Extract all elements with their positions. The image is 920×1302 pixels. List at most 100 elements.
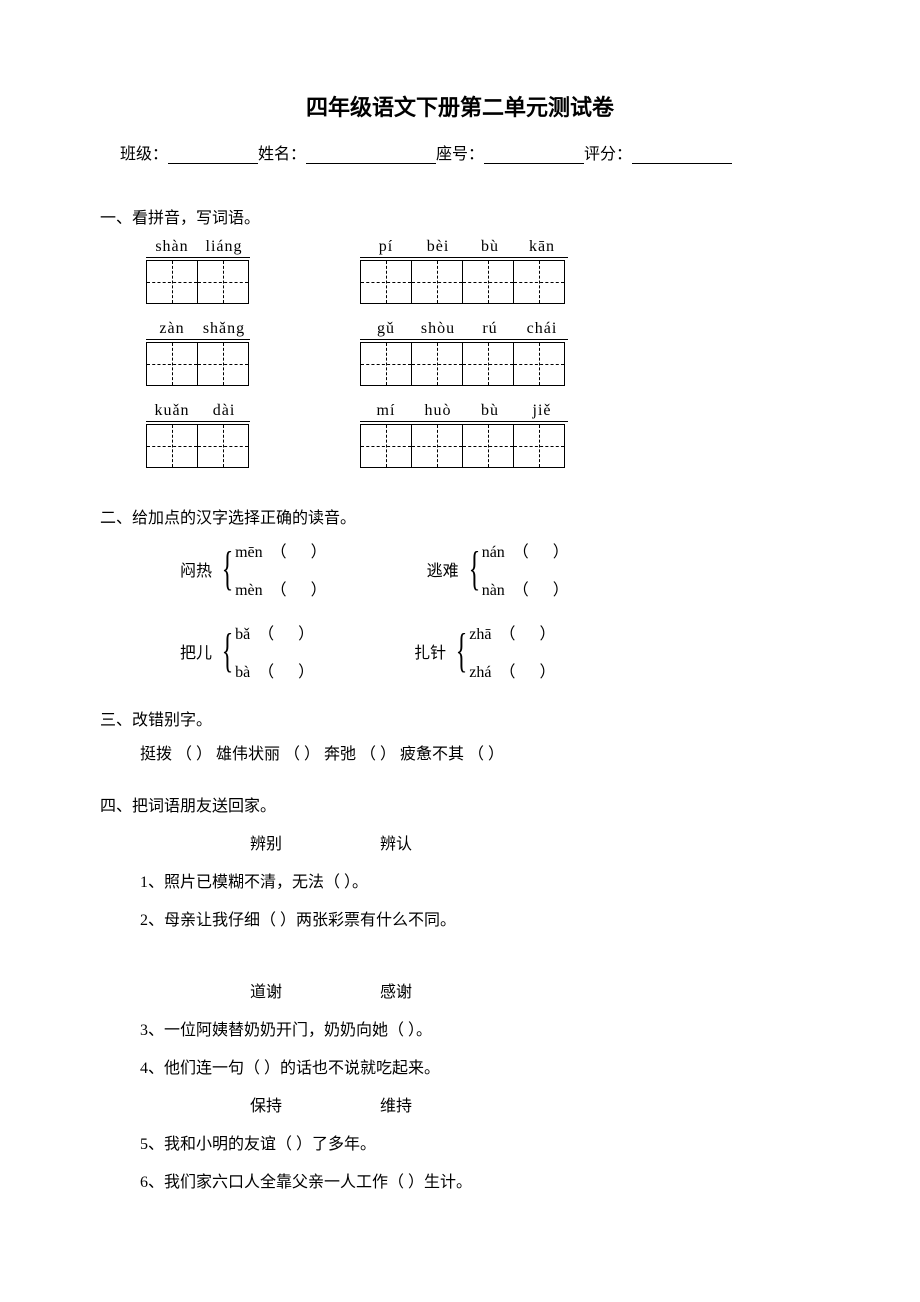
- tianzige-cell[interactable]: [411, 424, 463, 468]
- brace-icon: {: [468, 545, 480, 593]
- tianzige-cell[interactable]: [411, 342, 463, 386]
- pinyin-row: zànshǎng gǔshòurúchái: [100, 320, 820, 386]
- pinyin-label: gǔ: [360, 320, 412, 340]
- pinyin-group: píbèibùkān: [360, 238, 568, 304]
- pinyin-label: huò: [412, 402, 464, 422]
- s4-line-3: 4、他们连一句（ ）的话也不说就吃起来。: [100, 1054, 820, 1078]
- info-class: 班级：: [120, 140, 258, 164]
- blank-name[interactable]: [306, 145, 436, 164]
- brace-word: 闷热: [180, 557, 212, 581]
- tianzige-cell[interactable]: [197, 260, 249, 304]
- brace-word: 逃难: [427, 557, 459, 581]
- pinyin-group: kuǎndài: [146, 402, 250, 468]
- tianzige-cell[interactable]: [197, 342, 249, 386]
- brace-icon: {: [456, 627, 468, 675]
- pinyin-group: gǔshòurúchái: [360, 320, 568, 386]
- brace-group: 闷热{mēn （ ）mèn （ ）: [180, 538, 327, 600]
- section-3-line: 挺拨 （ ） 雄伟状丽 （ ） 奔弛 （ ） 疲惫不其 （ ）: [100, 740, 820, 764]
- tianzige-row: [146, 342, 250, 386]
- tianzige-row: [146, 260, 250, 304]
- info-seat: 座号：: [436, 140, 584, 164]
- pinyin-label: pí: [360, 238, 412, 258]
- pinyin-group: zànshǎng: [146, 320, 250, 386]
- brace-option: bǎ （ ）: [235, 620, 314, 644]
- s4-pair-2-a: 保持: [250, 1092, 282, 1116]
- info-score-label: 评分：: [584, 140, 632, 164]
- brace-group: 逃难 {nán （ ） nàn （ ）: [427, 538, 569, 600]
- pinyin-row: shànliáng píbèibùkān: [100, 238, 820, 304]
- tianzige-cell[interactable]: [462, 260, 514, 304]
- pinyin-group: shànliáng: [146, 238, 250, 304]
- tianzige-row: [360, 260, 568, 304]
- tianzige-cell[interactable]: [146, 342, 198, 386]
- pinyin-label: mí: [360, 402, 412, 422]
- pinyin-labels: kuǎndài: [146, 402, 250, 422]
- s4-pair-0-b: 辨认: [380, 830, 412, 854]
- page-title: 四年级语文下册第二单元测试卷: [100, 90, 820, 122]
- tianzige-cell[interactable]: [513, 260, 565, 304]
- tianzige-cell[interactable]: [146, 424, 198, 468]
- s4-line-0: 1、照片已模糊不清，无法（ ）。: [100, 868, 820, 892]
- brace-row: 闷热{mēn （ ）mèn （ ）逃难{nán （ ）nàn （ ）: [100, 538, 820, 600]
- pinyin-label: kān: [516, 238, 568, 258]
- brace-option: nán （ ）: [482, 538, 569, 562]
- brace-group: 把儿{bǎ （ ）bà （ ）: [180, 620, 314, 682]
- pinyin-labels: míhuòbùjiě: [360, 402, 568, 422]
- pinyin-labels: gǔshòurúchái: [360, 320, 568, 340]
- pinyin-labels: shànliáng: [146, 238, 250, 258]
- pinyin-label: shòu: [412, 320, 464, 340]
- s4-pair-0-a: 辨别: [250, 830, 282, 854]
- s4-pair-0: 辨别 辨认: [100, 830, 820, 854]
- tianzige-row: [360, 342, 568, 386]
- s4-pair-1-b: 感谢: [380, 978, 412, 1002]
- info-score: 评分：: [584, 140, 732, 164]
- pinyin-label: chái: [516, 320, 568, 340]
- tianzige-cell[interactable]: [513, 424, 565, 468]
- pinyin-label: bù: [464, 238, 516, 258]
- tianzige-cell[interactable]: [360, 342, 412, 386]
- brace-word: 扎针: [414, 639, 446, 663]
- pinyin-label: shǎng: [198, 320, 250, 340]
- pinyin-label: dài: [198, 402, 250, 422]
- s4-line-1: 2、母亲让我仔细（ ）两张彩票有什么不同。: [100, 906, 820, 930]
- brace-options: zhā （ ）zhá （ ）: [469, 620, 555, 682]
- s4-pair-1: 道谢 感谢: [100, 978, 820, 1002]
- pinyin-label: zàn: [146, 320, 198, 340]
- tianzige-cell[interactable]: [197, 424, 249, 468]
- info-line: 班级： 姓名： 座号： 评分：: [100, 140, 820, 164]
- tianzige-row: [360, 424, 568, 468]
- pinyin-labels: píbèibùkān: [360, 238, 568, 258]
- pinyin-label: jiě: [516, 402, 568, 422]
- section-2-head: 二、给加点的汉字选择正确的读音。: [100, 504, 820, 528]
- tianzige-cell[interactable]: [360, 424, 412, 468]
- blank-seat[interactable]: [484, 145, 584, 164]
- info-class-label: 班级：: [120, 140, 168, 164]
- tianzige-cell[interactable]: [513, 342, 565, 386]
- tianzige-cell[interactable]: [146, 260, 198, 304]
- pinyin-row: kuǎndài míhuòbùjiě: [100, 402, 820, 468]
- tianzige-cell[interactable]: [360, 260, 412, 304]
- pinyin-label: shàn: [146, 238, 198, 258]
- brace-icon: {: [222, 627, 234, 675]
- brace-option: bà （ ）: [235, 658, 314, 682]
- brace-options: bǎ （ ） bà （ ）: [235, 620, 314, 682]
- blank-score[interactable]: [632, 145, 732, 164]
- pinyin-label: bèi: [412, 238, 464, 258]
- s4-pair-2: 保持 维持: [100, 1092, 820, 1116]
- brace-icon: {: [222, 545, 234, 593]
- tianzige-cell[interactable]: [411, 260, 463, 304]
- tianzige-row: [146, 424, 250, 468]
- page: 四年级语文下册第二单元测试卷 班级： 姓名： 座号： 评分： 一、看拼音，写词语…: [0, 0, 920, 1302]
- s4-line-2: 3、一位阿姨替奶奶开门，奶奶向她（ ）。: [100, 1016, 820, 1040]
- brace-option: zhá （ ）: [469, 658, 555, 682]
- tianzige-cell[interactable]: [462, 424, 514, 468]
- s4-pair-2-b: 维持: [380, 1092, 412, 1116]
- brace-row: 把儿{bǎ （ ）bà （ ）扎针{zhā （ ）zhá （ ）: [100, 620, 820, 682]
- brace-option: nàn （ ）: [482, 576, 569, 600]
- blank-class[interactable]: [168, 145, 258, 164]
- pinyin-labels: zànshǎng: [146, 320, 250, 340]
- s4-line-5: 6、我们家六口人全靠父亲一人工作（ ）生计。: [100, 1168, 820, 1192]
- pinyin-label: kuǎn: [146, 402, 198, 422]
- brace-option: mèn （ ）: [235, 576, 327, 600]
- tianzige-cell[interactable]: [462, 342, 514, 386]
